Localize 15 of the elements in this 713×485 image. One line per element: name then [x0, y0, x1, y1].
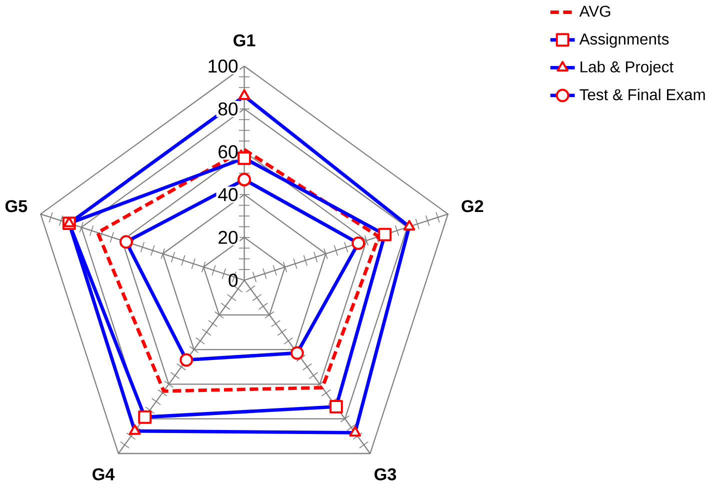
legend-label: Test & Final Exam	[580, 88, 705, 100]
y-tick-label: 100	[208, 59, 238, 73]
y-tick-label: 0	[228, 274, 238, 287]
y-tick-label: 20	[218, 230, 238, 244]
spoke-label: G5	[5, 200, 28, 212]
y-tick-label: 80	[218, 102, 238, 116]
legend-label: Assignments	[579, 33, 669, 48]
legend-label: AVG	[579, 6, 610, 17]
spoke-label: G3	[374, 468, 396, 480]
y-tick-label: 40	[218, 188, 238, 202]
legend-label: Lab & Project	[580, 60, 674, 76]
spoke-label: G2	[462, 200, 484, 212]
spoke-label: G4	[92, 468, 115, 480]
y-tick-label: 60	[218, 145, 238, 158]
spoke-label: G1	[234, 34, 256, 46]
